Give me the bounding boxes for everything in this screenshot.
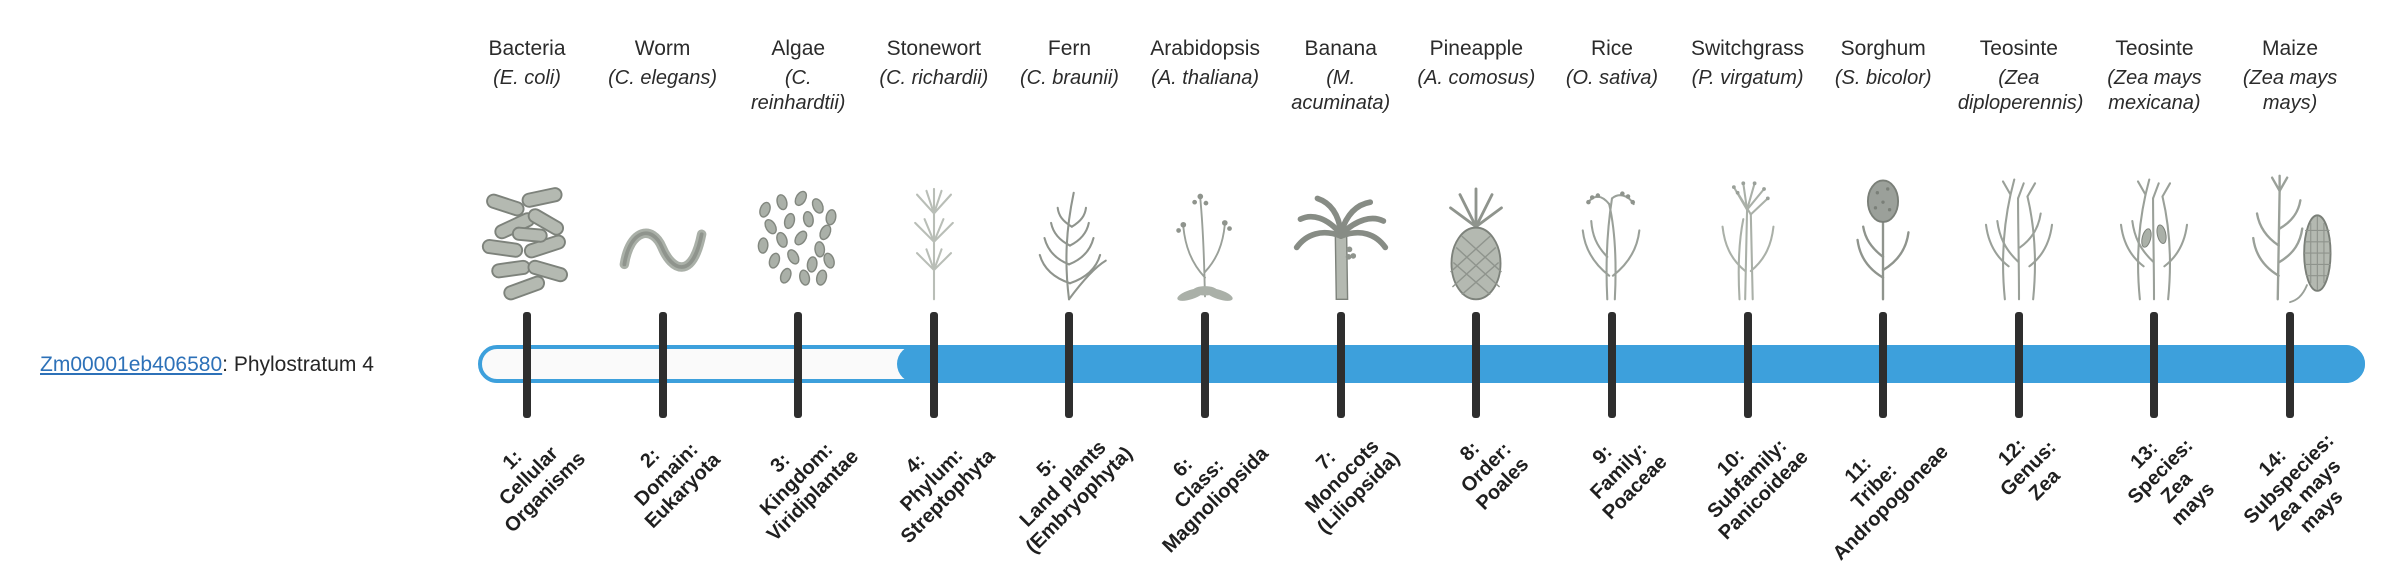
organism-column: Switchgrass (P. virgatum)	[1678, 36, 1818, 308]
stratum-tick	[1607, 312, 1616, 418]
organism-column: Banana (M. acuminata)	[1271, 36, 1411, 308]
fern-icon	[1017, 118, 1121, 308]
stratum-label: 10: Subfamily: Panicoideae	[1702, 434, 1813, 545]
algae-icon	[746, 118, 850, 308]
stratum-label: 3: Kingdom: Viridiplantae	[756, 438, 864, 546]
organism-column: Fern (C. braunii)	[999, 36, 1139, 308]
stratum-label: 6: Class: Magnoliopsida	[1158, 442, 1273, 558]
stratum-tick	[1879, 312, 1888, 418]
organism-name: Stonewort	[886, 37, 982, 60]
organism-column: Sorghum (S. bicolor)	[1813, 36, 1953, 308]
stratum-tick	[794, 312, 803, 418]
stratum-tick	[523, 312, 531, 418]
stratum-tick	[658, 312, 667, 418]
organism-species: (C. richardii)	[879, 67, 989, 89]
switchgrass-icon	[1696, 118, 1800, 308]
organism-species: (A. comosus)	[1417, 67, 1536, 89]
stratum-label: 13: Species: Zea mays	[2124, 434, 2220, 530]
organism-species: (Zea mays mexicana)	[2107, 67, 2202, 114]
organism-column: Maize (Zea mays mays)	[2220, 36, 2360, 308]
organism-species: (Zea diploperennis)	[1957, 67, 2084, 114]
stratum-tick	[2150, 312, 2159, 418]
organism-species: (P. virgatum)	[1691, 67, 1804, 89]
organism-species: (M. acuminata)	[1291, 67, 1391, 114]
stratum-label: 7: Monocots (Liliopsida)	[1300, 435, 1404, 539]
organism-name: Teosinte	[1979, 37, 2058, 60]
stratum-label: 9: Family: Poaceae	[1586, 438, 1672, 525]
organism-name: Rice	[1590, 37, 1633, 60]
stonewort-icon	[882, 118, 986, 308]
stratum-tick	[1743, 312, 1752, 418]
organism-name: Banana	[1304, 37, 1377, 60]
stratum-label: 2: Domain: Eukaryota	[630, 438, 725, 533]
stratum-label: 12: Genus: Zea	[1993, 434, 2065, 505]
arabidopsis-icon	[1153, 118, 1257, 308]
organism-column: Teosinte (Zea diploperennis)	[1949, 36, 2089, 308]
banana-icon	[1289, 118, 1393, 308]
stratum-tick	[929, 312, 938, 418]
phylostratum-text: : Phylostratum 4	[222, 353, 374, 376]
teosinte-icon	[1967, 118, 2071, 308]
organism-column: Stonewort (C. richardii)	[864, 36, 1004, 308]
organism-species: (O. sativa)	[1565, 67, 1659, 89]
stratum-tick	[1472, 312, 1481, 418]
organism-species: (C. elegans)	[608, 67, 718, 89]
organism-column: Teosinte (Zea mays mexicana)	[2084, 36, 2224, 308]
organism-column: Pineapple (A. comosus)	[1406, 36, 1546, 308]
organism-name: Worm	[634, 37, 691, 60]
bacteria-icon	[475, 118, 579, 308]
pineapple-icon	[1424, 118, 1528, 308]
stratum-tick	[2014, 312, 2023, 418]
organism-species: (S. bicolor)	[1834, 67, 1932, 89]
rice-icon	[1560, 118, 1664, 308]
stratum-label: 8: Order: Poales	[1456, 437, 1534, 515]
organism-name: Pineapple	[1429, 37, 1524, 60]
organism-name: Arabidopsis	[1150, 37, 1260, 60]
stratum-tick	[1065, 312, 1074, 418]
organism-name: Sorghum	[1840, 37, 1926, 60]
organism-name: Algae	[771, 37, 826, 60]
maize-icon	[2238, 118, 2342, 308]
stratum-tick	[1336, 312, 1345, 418]
organism-name: Maize	[2262, 37, 2319, 60]
gene-label: Zm00001eb406580: Phylostratum 4	[40, 352, 374, 377]
stratum-label: 11: Tribe: Andropogoneae	[1828, 440, 1953, 565]
organism-column: Rice (O. sativa)	[1542, 36, 1682, 308]
organism-name: Switchgrass	[1690, 37, 1805, 60]
organism-species: (Zea mays mays)	[2242, 67, 2338, 114]
stratum-label: 14: Subspecies: Zea mays mays	[2239, 429, 2348, 538]
organism-name: Bacteria	[488, 37, 566, 60]
phylostratum-bar-fill	[897, 345, 2365, 383]
sorghum-icon	[1831, 118, 1935, 308]
gene-id-link[interactable]: Zm00001eb406580	[40, 353, 223, 376]
stratum-label: 1: Cellular Organisms	[495, 442, 590, 538]
teosinte2-icon	[2102, 118, 2206, 308]
stratum-label: 4: Phylum: Streptophyta	[896, 444, 1000, 548]
organism-name: Teosinte	[2115, 37, 2194, 60]
organism-name: Fern	[1047, 37, 1092, 60]
worm-icon	[611, 118, 715, 308]
organism-column: Arabidopsis (A. thaliana)	[1135, 36, 1275, 308]
organism-column: Algae (C. reinhardtii)	[728, 36, 868, 308]
organism-species: (C. reinhardtii)	[750, 67, 846, 114]
stratum-tick	[1201, 312, 1210, 418]
organism-species: (C. braunii)	[1020, 67, 1119, 89]
stratum-label: 5: Land plants (Embryophyta)	[1016, 436, 1138, 558]
organism-species: (E. coli)	[493, 67, 561, 89]
stratum-tick	[2286, 312, 2295, 418]
organism-column: Worm (C. elegans)	[593, 36, 733, 308]
organism-species: (A. thaliana)	[1151, 67, 1260, 89]
organism-column: Bacteria (E. coli)	[457, 36, 597, 308]
